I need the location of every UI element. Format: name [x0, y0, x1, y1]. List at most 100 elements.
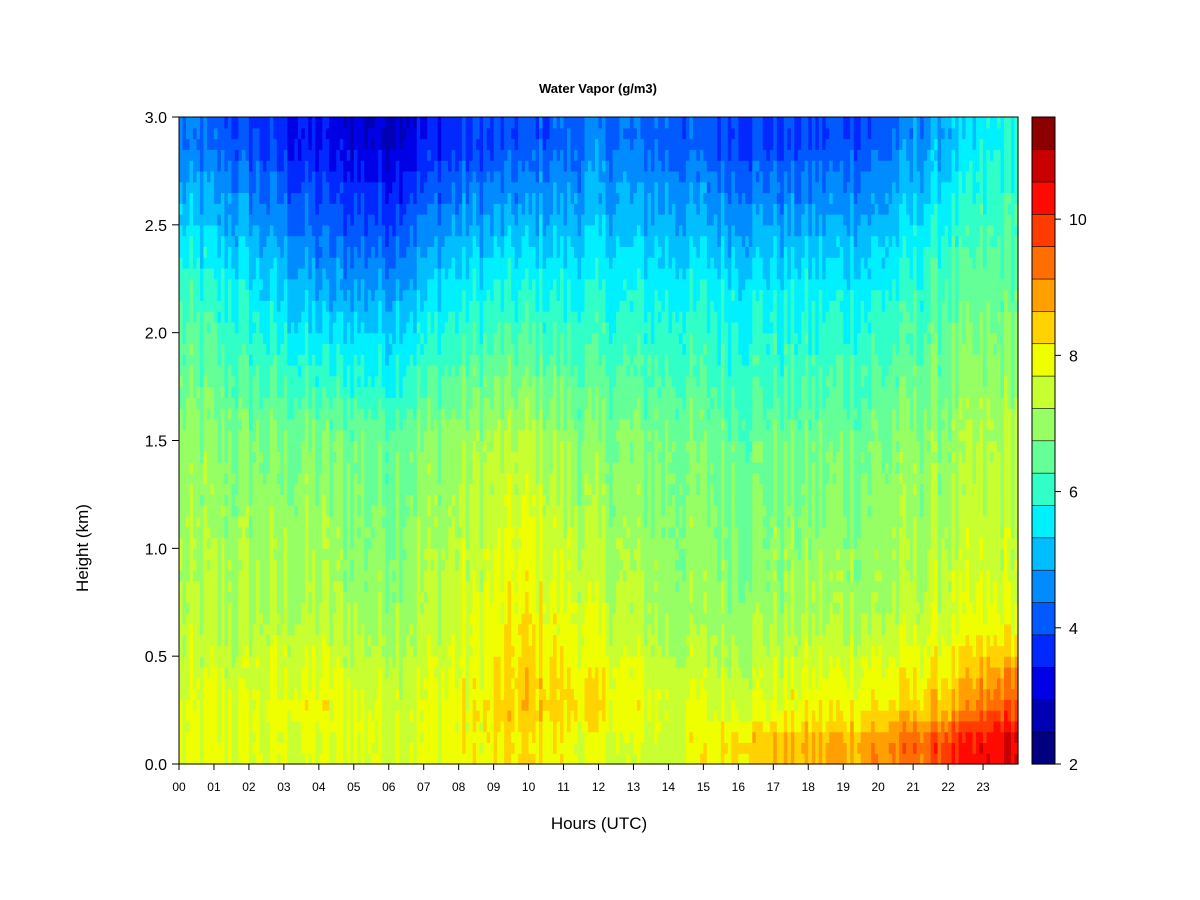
heatmap-cell [301, 170, 306, 183]
heatmap-cell [213, 365, 219, 377]
heatmap-cell [220, 397, 226, 409]
heatmap-cell [213, 311, 219, 323]
heatmap-cell [234, 149, 240, 161]
heatmap-cell [199, 224, 205, 237]
heatmap-cell [266, 192, 271, 204]
heatmap-cell [430, 278, 435, 291]
heatmap-cell [353, 483, 358, 496]
heatmap-cell [283, 720, 288, 733]
heatmap-cell [416, 149, 421, 161]
heatmap-cell [437, 731, 442, 744]
heatmap-cell [203, 483, 208, 496]
heatmap-cell [294, 257, 299, 269]
heatmap-cell [301, 720, 306, 733]
heatmap-cell [437, 365, 442, 377]
heatmap-cell [388, 267, 393, 280]
heatmap-cell [402, 311, 407, 323]
heatmap-cell [213, 548, 219, 560]
heatmap-cell [448, 138, 453, 150]
heatmap-cell [255, 548, 261, 560]
heatmap-cell [206, 559, 212, 571]
heatmap-cell [238, 462, 243, 474]
heatmap-cell [203, 214, 208, 226]
heatmap-cell [430, 483, 435, 496]
heatmap-cell [318, 569, 323, 582]
heatmap-cell [381, 720, 386, 733]
heatmap-cell [430, 472, 435, 485]
heatmap-cell [395, 580, 400, 593]
heatmap-cell [385, 753, 390, 765]
heatmap-cell [276, 505, 281, 517]
heatmap-cell [357, 214, 362, 226]
heatmap-cell [339, 483, 344, 496]
heatmap-cell [451, 278, 456, 291]
heatmap-cell [462, 311, 467, 323]
heatmap-cell [465, 710, 470, 722]
heatmap-cell [294, 699, 299, 711]
heatmap-cell [392, 440, 397, 452]
heatmap-cell [255, 526, 261, 539]
heatmap-cell [427, 537, 432, 549]
heatmap-cell [444, 688, 449, 700]
heatmap-cell [248, 666, 254, 679]
heatmap-cell [364, 408, 369, 420]
heatmap-cell [283, 117, 288, 129]
heatmap-cell [378, 300, 383, 312]
heatmap-cell [462, 602, 467, 614]
heatmap-cell [196, 720, 201, 733]
heatmap-cell [465, 505, 470, 517]
heatmap-cell [465, 645, 470, 657]
heatmap-cell [192, 214, 198, 226]
heatmap-cell [231, 494, 236, 506]
heatmap-cell [430, 677, 435, 690]
heatmap-cell [318, 386, 323, 398]
heatmap-cell [374, 472, 379, 485]
heatmap-cell [206, 602, 212, 614]
heatmap-cell [423, 515, 428, 528]
heatmap-cell [224, 117, 229, 129]
heatmap-cell [339, 138, 344, 150]
heatmap-cell [430, 710, 435, 722]
heatmap-cell [406, 321, 411, 334]
heatmap-cell [179, 365, 184, 377]
heatmap-cell [469, 656, 474, 668]
heatmap-cell [378, 699, 383, 711]
heatmap-cell [434, 526, 439, 539]
heatmap-cell [420, 559, 425, 571]
heatmap-cell [465, 289, 470, 301]
heatmap-cell [255, 224, 261, 237]
heatmap-cell [423, 753, 428, 765]
heatmap-cell [385, 397, 390, 409]
heatmap-cell [427, 343, 432, 355]
heatmap-cell [360, 375, 365, 388]
heatmap-cell [451, 386, 456, 398]
heatmap-cell [458, 300, 463, 312]
heatmap-cell [395, 688, 400, 700]
heatmap-cell [332, 386, 337, 398]
heatmap-cell [416, 537, 421, 549]
heatmap-cell [297, 160, 302, 172]
heatmap-cell [343, 645, 348, 657]
heatmap-cell [192, 623, 198, 636]
heatmap-cell [231, 526, 236, 539]
heatmap-cell [416, 526, 421, 539]
heatmap-cell [413, 203, 418, 215]
heatmap-cell [350, 257, 355, 269]
heatmap-cell [192, 408, 198, 420]
heatmap-cell [199, 505, 205, 517]
heatmap-cell [213, 300, 219, 312]
heatmap-cell [325, 429, 330, 442]
heatmap-cell [231, 710, 236, 722]
heatmap-cell [416, 408, 421, 420]
heatmap-cell [367, 354, 372, 366]
heatmap-cell [364, 634, 369, 646]
heatmap-cell [241, 203, 247, 215]
heatmap-cell [343, 462, 348, 474]
heatmap-cell [409, 526, 414, 539]
heatmap-cell [430, 257, 435, 269]
heatmap-cell [371, 181, 376, 194]
heatmap-cell [290, 246, 295, 258]
heatmap-cell [311, 203, 316, 215]
heatmap-cell [427, 246, 432, 258]
heatmap-cell [448, 666, 453, 679]
